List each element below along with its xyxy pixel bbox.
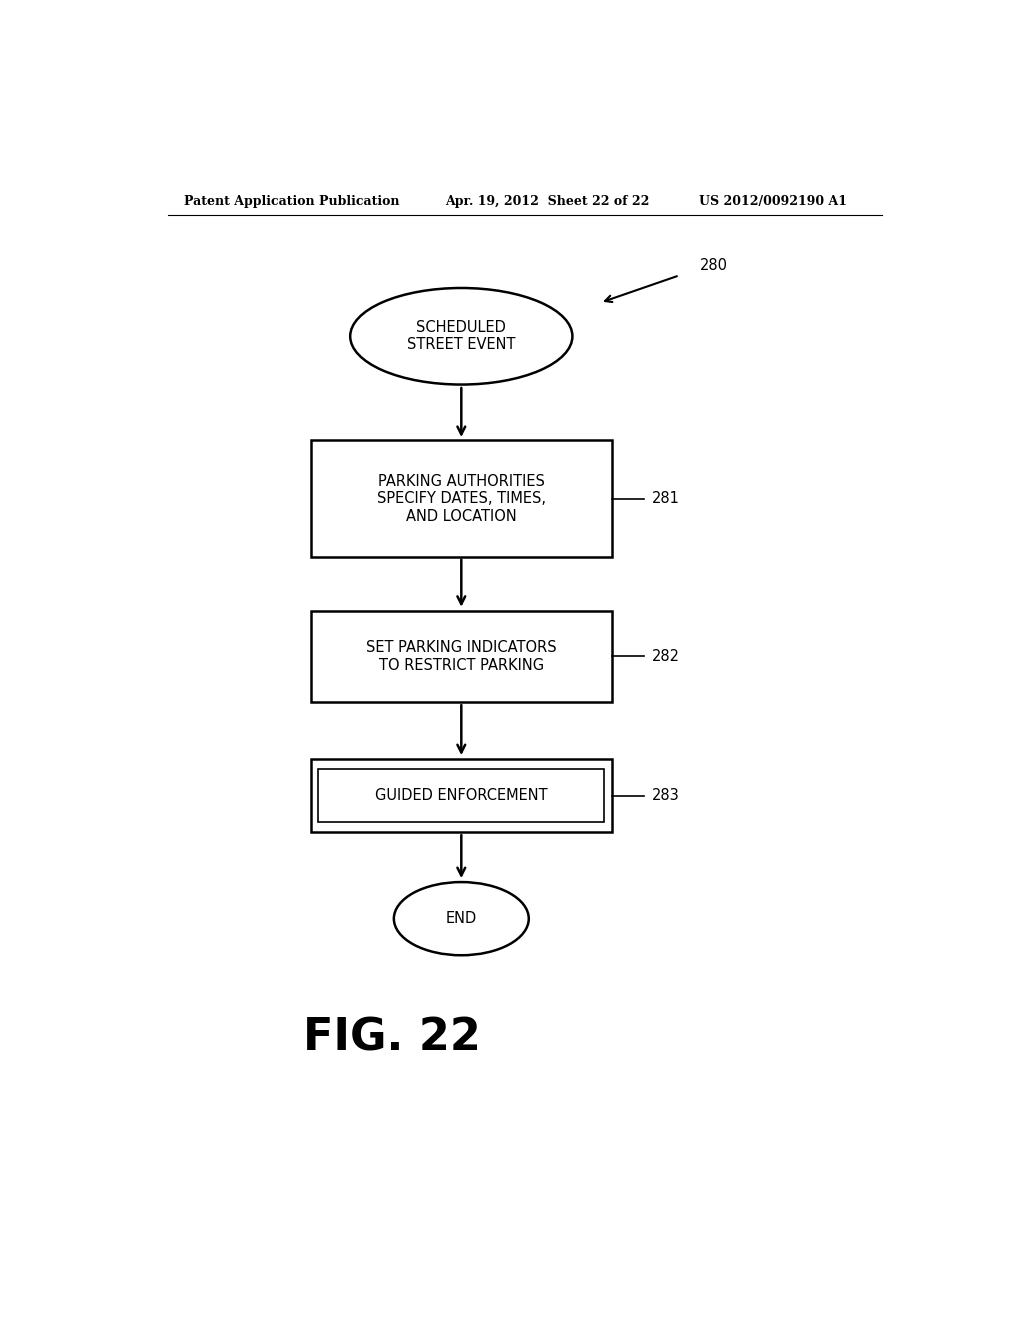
Text: 280: 280 bbox=[699, 257, 727, 273]
Text: 282: 282 bbox=[652, 649, 680, 664]
Text: SET PARKING INDICATORS
TO RESTRICT PARKING: SET PARKING INDICATORS TO RESTRICT PARKI… bbox=[366, 640, 557, 673]
Text: 281: 281 bbox=[652, 491, 680, 507]
Text: Patent Application Publication: Patent Application Publication bbox=[183, 194, 399, 207]
Text: FIG. 22: FIG. 22 bbox=[303, 1016, 480, 1059]
Text: Apr. 19, 2012  Sheet 22 of 22: Apr. 19, 2012 Sheet 22 of 22 bbox=[445, 194, 650, 207]
Text: 283: 283 bbox=[652, 788, 680, 803]
Text: SCHEDULED
STREET EVENT: SCHEDULED STREET EVENT bbox=[408, 319, 515, 352]
Text: US 2012/0092190 A1: US 2012/0092190 A1 bbox=[699, 194, 848, 207]
Text: GUIDED ENFORCEMENT: GUIDED ENFORCEMENT bbox=[375, 788, 548, 803]
Text: END: END bbox=[445, 911, 477, 927]
Text: PARKING AUTHORITIES
SPECIFY DATES, TIMES,
AND LOCATION: PARKING AUTHORITIES SPECIFY DATES, TIMES… bbox=[377, 474, 546, 524]
